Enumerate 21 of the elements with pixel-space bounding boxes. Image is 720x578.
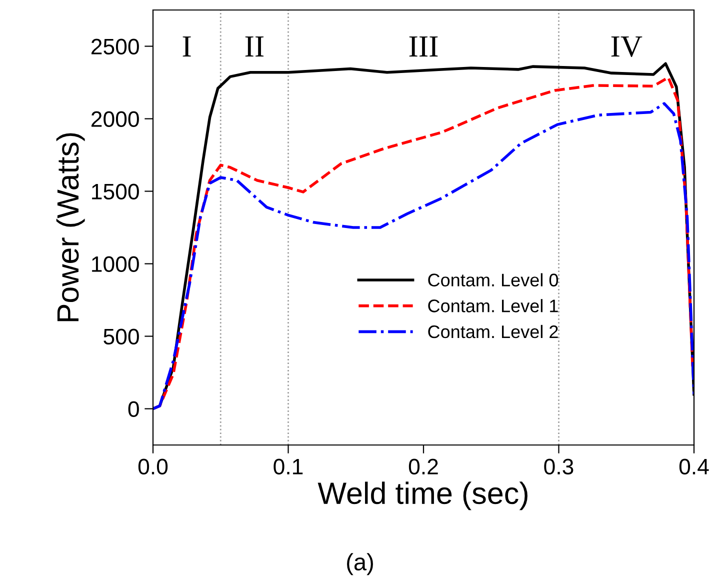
y-tick-label: 1500 bbox=[92, 184, 139, 200]
text: (a) bbox=[347, 553, 373, 576]
x-tick-label: 0.3 bbox=[544, 458, 574, 475]
x-tick-label: 0.0 bbox=[138, 458, 168, 475]
x-axis-title: Weld time (sec) bbox=[318, 482, 528, 510]
legend-label: Contam. Level 0 bbox=[428, 273, 558, 286]
x-tick-label: 0.2 bbox=[408, 458, 438, 475]
annotation: I bbox=[182, 36, 191, 56]
y-axis-title: Power (Watts) bbox=[56, 133, 85, 322]
legend-label: Contam. Level 2 bbox=[428, 324, 558, 338]
y-tick-label: 1000 bbox=[92, 256, 139, 272]
y-tick-label: 500 bbox=[104, 328, 139, 345]
y-tick-label: 2000 bbox=[91, 111, 139, 128]
y-tick-label: 0 bbox=[128, 401, 139, 418]
y-tick-label: 2500 bbox=[91, 38, 139, 55]
annotation: II bbox=[245, 36, 264, 56]
legend-label: Contam. Level 1 bbox=[428, 299, 558, 312]
annotation: III bbox=[409, 36, 438, 56]
x-tick-label: 0.4 bbox=[679, 458, 709, 475]
x-tick-label: 0.1 bbox=[274, 458, 303, 475]
annotation: IV bbox=[611, 36, 642, 57]
